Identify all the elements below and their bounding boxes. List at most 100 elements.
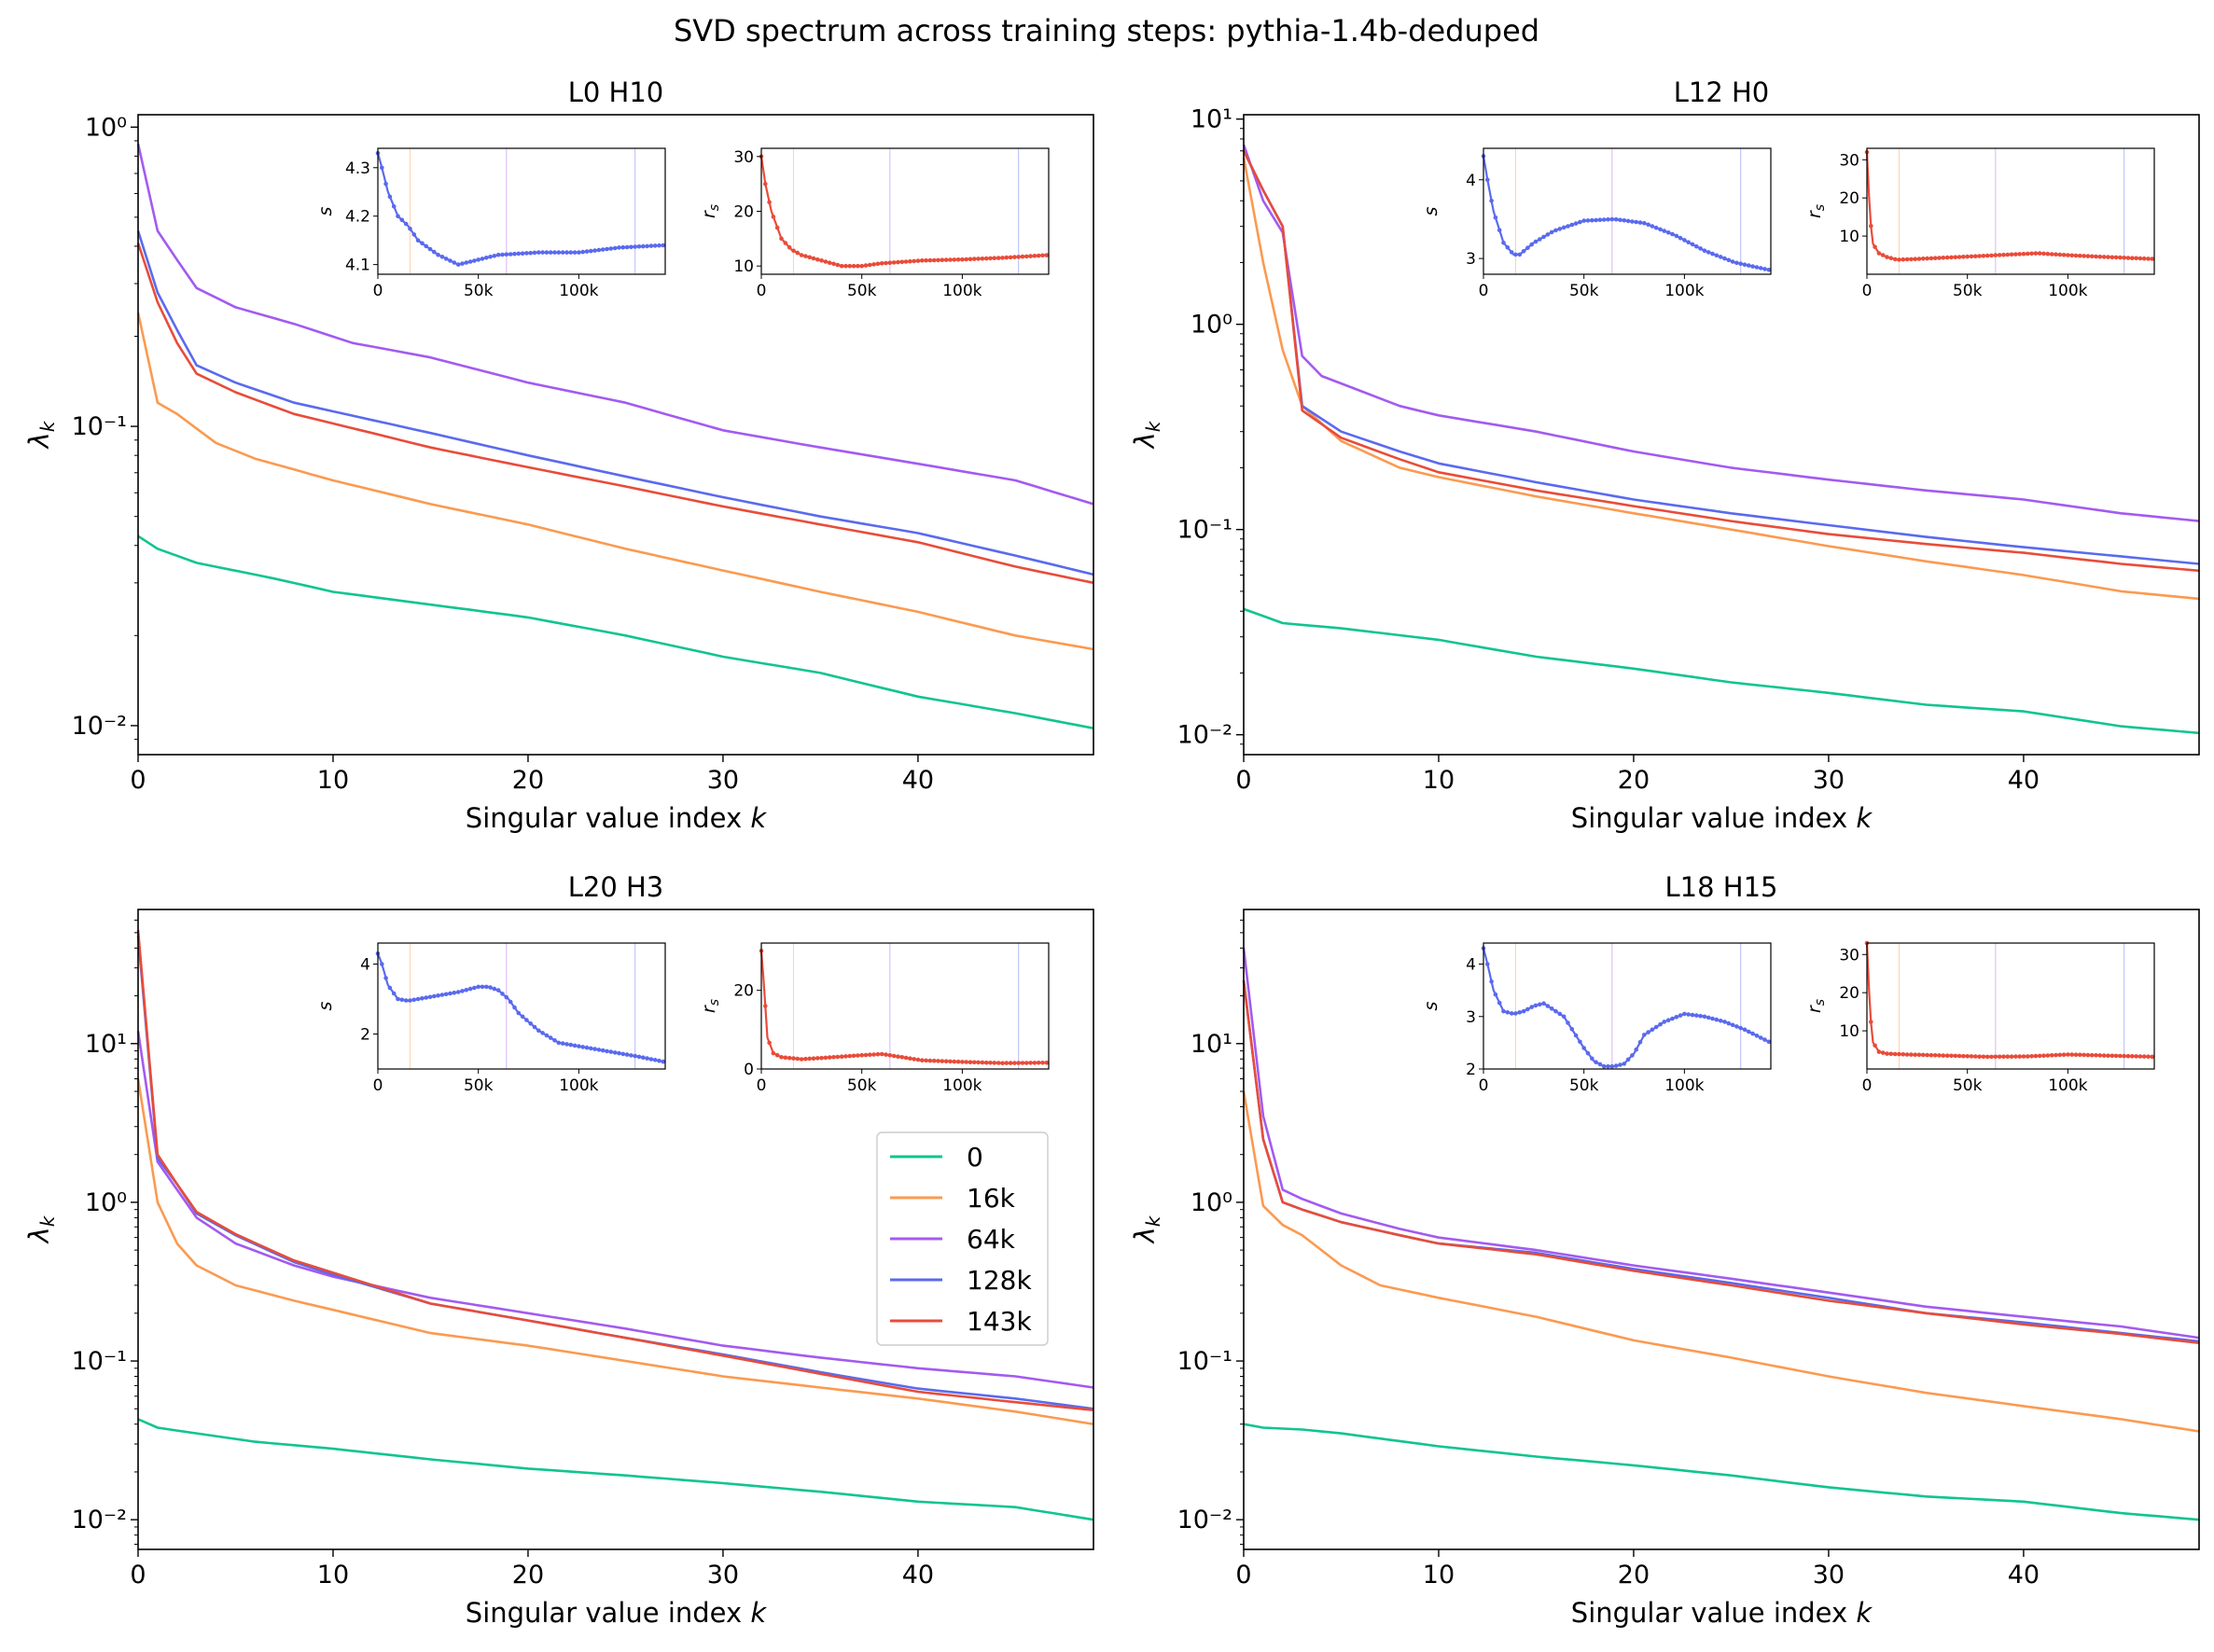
inset-point	[964, 257, 968, 262]
inset-point	[1949, 1053, 1954, 1059]
inset-point	[1625, 218, 1631, 224]
inset-point	[516, 251, 522, 257]
inset-point	[803, 254, 808, 258]
inset-point	[408, 998, 412, 1003]
inset-point	[532, 250, 537, 256]
inset-point	[439, 993, 445, 997]
inset-point	[2101, 1053, 2107, 1058]
inset-point	[608, 246, 614, 251]
inset-point	[1538, 1002, 1542, 1007]
inset-point	[592, 248, 597, 253]
inset-point	[568, 1042, 574, 1048]
inset-y-label: s	[1421, 1001, 1441, 1010]
inset-point	[2141, 256, 2147, 261]
inset-point	[387, 985, 393, 991]
inset-point	[548, 1035, 553, 1040]
inset-point	[620, 1051, 626, 1057]
inset-point	[924, 257, 928, 263]
inset-background	[378, 148, 665, 274]
inset-frame	[377, 942, 666, 1070]
inset-point	[1904, 1052, 1910, 1057]
inset-point	[492, 986, 497, 992]
inset-point	[983, 1060, 989, 1065]
inset-point	[1714, 253, 1720, 258]
inset-point	[420, 241, 425, 246]
inset-point	[552, 1038, 557, 1043]
inset-point	[1557, 227, 1563, 231]
inset-point	[795, 1056, 801, 1062]
inset-point	[512, 251, 517, 257]
inset-point	[455, 262, 461, 267]
inset-point	[1601, 217, 1607, 222]
inset-point	[2125, 1053, 2131, 1059]
inset-point	[1609, 216, 1615, 222]
inset-point	[2037, 1053, 2042, 1059]
inset-point	[779, 1055, 784, 1060]
inset-point	[1937, 1053, 1942, 1058]
inset-point	[383, 181, 388, 187]
inset-s: 0 50k 100k 2 4 s	[315, 942, 666, 1095]
inset-point	[1726, 257, 1732, 263]
inset-point	[2078, 1052, 2082, 1058]
inset-point	[774, 1052, 780, 1058]
inset-point	[472, 258, 477, 263]
inset-frame	[1483, 942, 1772, 1070]
inset-point	[896, 1054, 900, 1059]
inset-point	[1710, 1016, 1715, 1021]
figure-title: SVD spectrum across training steps: pyth…	[674, 13, 1539, 49]
inset-point	[952, 1059, 957, 1064]
inset-point	[908, 1056, 912, 1061]
inset-point	[1937, 256, 1942, 260]
inset-y-tick-label: 0	[744, 1061, 754, 1079]
inset-point	[1665, 1018, 1671, 1022]
inset-point	[1594, 217, 1598, 223]
inset-point	[448, 258, 453, 263]
inset-point	[2085, 254, 2091, 258]
inset-point	[1625, 1057, 1631, 1062]
inset-y-tick-label: 10	[1839, 228, 1859, 246]
inset-point	[1044, 1061, 1050, 1065]
inset-point	[1505, 245, 1511, 250]
inset-point	[1888, 1051, 1894, 1057]
inset-point	[1722, 256, 1727, 261]
x-tick-label: 0	[1235, 766, 1251, 795]
y-tick-label: 10¹	[1191, 105, 1232, 134]
inset-point	[1578, 1039, 1582, 1045]
inset-point	[799, 1057, 804, 1062]
inset-point	[2021, 251, 2026, 257]
series-line-16k	[136, 1078, 1094, 1425]
inset-point	[488, 255, 493, 259]
inset-point	[645, 243, 649, 249]
inset-point	[1989, 253, 1994, 258]
inset-point	[927, 1058, 933, 1063]
inset-background	[378, 943, 665, 1069]
inset-point	[1497, 1000, 1502, 1006]
inset-point	[532, 1024, 537, 1030]
inset-point	[380, 962, 384, 966]
inset-point	[605, 1048, 609, 1054]
inset-point	[859, 263, 864, 269]
inset-point	[1601, 1063, 1607, 1069]
inset-point	[624, 244, 630, 250]
inset-point	[1028, 1061, 1033, 1065]
x-tick-label: 20	[512, 1561, 544, 1590]
inset-point	[633, 244, 637, 249]
inset-point	[577, 250, 581, 255]
inset-point	[652, 243, 658, 248]
inset-point	[1653, 225, 1659, 230]
series-group	[1242, 144, 2200, 735]
x-axis-label: Singular value index k	[466, 802, 768, 834]
inset-point	[847, 263, 853, 269]
inset-point	[648, 1057, 654, 1062]
series-line-16k	[1242, 1090, 2200, 1433]
inset-point	[1016, 1061, 1021, 1065]
inset-point	[2061, 253, 2067, 257]
inset-point	[1916, 1052, 1922, 1058]
inset-y-tick-label: 4.1	[345, 257, 370, 275]
inset-point	[1993, 1054, 1998, 1060]
inset-point	[612, 245, 618, 251]
y-tick-label: 10⁰	[1191, 1188, 1232, 1217]
inset-point	[1020, 1061, 1025, 1065]
inset-point	[2137, 256, 2143, 261]
